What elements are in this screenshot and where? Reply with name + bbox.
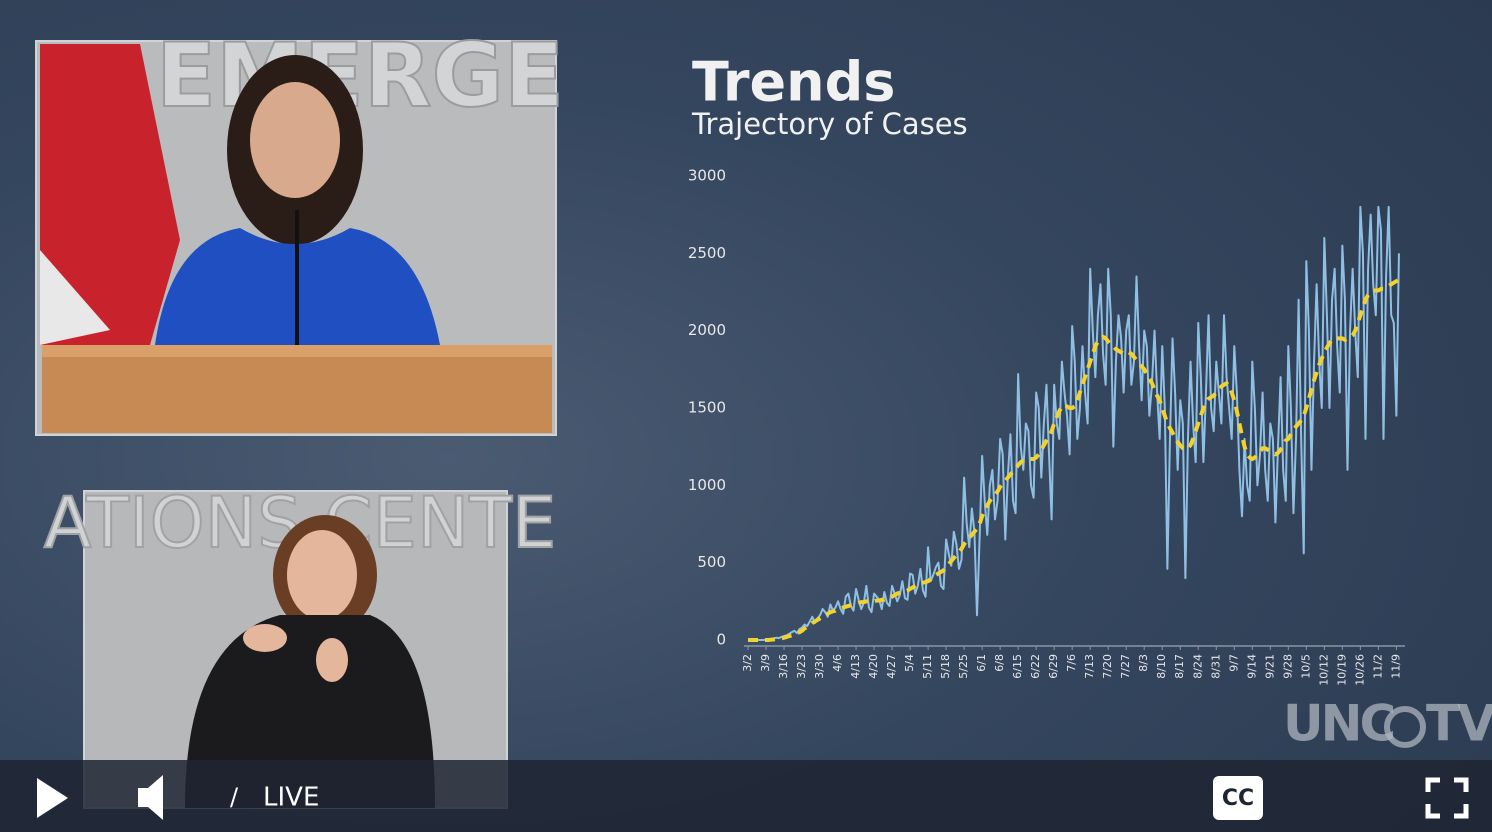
- x-tick-label: 10/19: [1335, 654, 1348, 686]
- x-tick-label: 6/29: [1047, 654, 1060, 679]
- y-tick-label: 1500: [688, 399, 726, 417]
- x-tick-label: 6/8: [993, 654, 1006, 672]
- chart-subtitle: Trajectory of Cases: [691, 107, 968, 141]
- y-tick-label: 2000: [688, 321, 726, 339]
- x-tick-label: 5/11: [921, 654, 934, 679]
- x-tick-label: 3/9: [759, 654, 772, 672]
- x-tick-label: 4/6: [831, 654, 844, 672]
- x-tick-label: 8/24: [1191, 654, 1204, 679]
- x-tick-label: 5/25: [957, 654, 970, 679]
- x-tick-label: 11/9: [1389, 654, 1402, 679]
- mute-button[interactable]: [138, 775, 163, 820]
- x-tick-label: 6/22: [1029, 654, 1042, 679]
- y-tick-label: 0: [716, 631, 726, 649]
- x-tick-label: 11/2: [1371, 654, 1384, 679]
- live-label: LIVE: [263, 783, 319, 813]
- x-tick-label: 5/4: [903, 654, 916, 672]
- x-tick-label: 6/1: [975, 654, 988, 672]
- wall-text: EMERGE: [156, 24, 564, 127]
- logo: UNC TV: [1283, 695, 1492, 753]
- y-tick-label: 2500: [688, 244, 726, 262]
- logo-text: TV: [1426, 695, 1492, 753]
- x-tick-label: 5/18: [939, 654, 952, 679]
- x-tick-label: 8/17: [1173, 654, 1186, 679]
- x-tick-label: 8/31: [1209, 654, 1222, 679]
- time-separator: /: [230, 783, 239, 811]
- series-line: [748, 277, 1400, 642]
- y-tick-label: 3000: [688, 167, 726, 185]
- y-tick-label: 1000: [688, 476, 726, 494]
- chart: 0 500 1000 1500 2000 2500 3000 3/2 3/9 3/16 3/23 3/…: [688, 167, 1405, 686]
- x-tick-label: 9/28: [1281, 654, 1294, 679]
- x-tick-label: 9/14: [1245, 654, 1258, 679]
- x-tick-label: 8/10: [1155, 654, 1168, 679]
- x-tick-label: 3/2: [741, 654, 754, 672]
- series-line: [748, 205, 1400, 641]
- play-button[interactable]: [37, 778, 68, 818]
- control-bar: / LIVE CC: [0, 760, 1492, 832]
- x-tick-label: 4/20: [867, 654, 880, 679]
- x-tick-label: 10/12: [1317, 654, 1330, 686]
- x-tick-label: 3/30: [813, 654, 826, 679]
- captions-button[interactable]: CC: [1213, 776, 1263, 820]
- speaker-video: EMERGE: [35, 23, 565, 436]
- chart-title: Trends: [692, 51, 895, 114]
- x-tick-label: 7/6: [1065, 654, 1078, 672]
- x-tick-label: 10/26: [1353, 654, 1366, 686]
- x-tick-label: 7/27: [1119, 654, 1132, 679]
- x-tick-label: 4/13: [849, 654, 862, 679]
- x-tick-label: 3/16: [777, 654, 790, 679]
- interpreter-video: ATIONS CENTE: [43, 481, 557, 809]
- fullscreen-button[interactable]: [1425, 777, 1469, 819]
- logo-text: UNC: [1283, 695, 1393, 753]
- x-tick-label: 9/7: [1227, 654, 1240, 672]
- x-tick-label: 9/21: [1263, 654, 1276, 679]
- x-tick-label: 8/3: [1137, 654, 1150, 672]
- x-tick-label: 3/23: [795, 654, 808, 679]
- x-tick-label: 7/13: [1083, 654, 1096, 679]
- x-tick-label: 10/5: [1299, 654, 1312, 679]
- captions-label: CC: [1222, 786, 1254, 811]
- y-tick-label: 500: [697, 553, 726, 571]
- x-tick-label: 4/27: [885, 654, 898, 679]
- x-tick-label: 6/15: [1011, 654, 1024, 679]
- x-tick-label: 7/20: [1101, 654, 1114, 679]
